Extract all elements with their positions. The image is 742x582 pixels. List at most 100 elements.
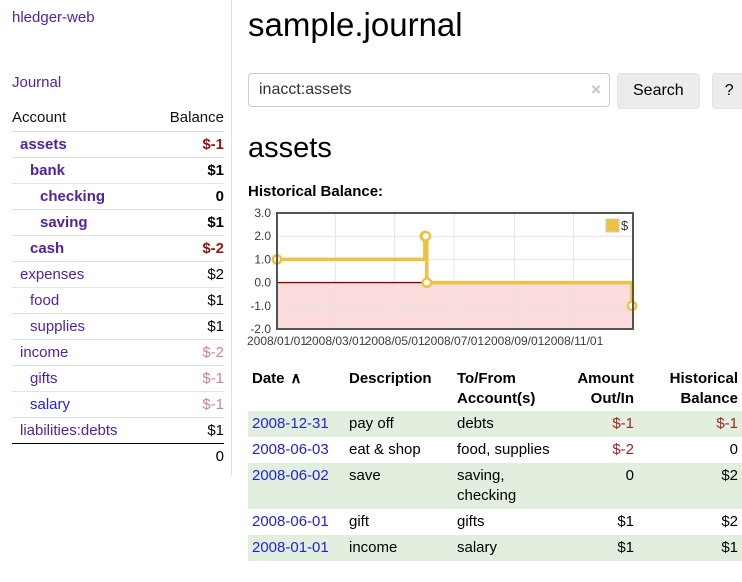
account-link[interactable]: assets bbox=[20, 136, 67, 153]
account-link[interactable]: cash bbox=[30, 240, 64, 257]
account-row: checking 0 bbox=[12, 184, 224, 210]
transaction-balance: $2 bbox=[638, 509, 742, 535]
svg-text:3.0: 3.0 bbox=[254, 206, 271, 220]
svg-text:2008/09/01: 2008/09/01 bbox=[484, 334, 544, 348]
transaction-tofrom: salary bbox=[453, 535, 563, 561]
transaction-tofrom: saving, checking bbox=[453, 463, 563, 509]
account-balance: $-1 bbox=[152, 366, 224, 392]
account-balance: $2 bbox=[152, 262, 224, 288]
transaction-date-link[interactable]: 2008-06-03 bbox=[252, 441, 329, 458]
transaction-date-link[interactable]: 2008-01-01 bbox=[252, 539, 329, 556]
transaction-date-link[interactable]: 2008-12-31 bbox=[252, 415, 329, 432]
account-link[interactable]: liabilities:debts bbox=[20, 422, 118, 439]
transaction-date-link[interactable]: 2008-06-02 bbox=[252, 467, 329, 484]
account-link[interactable]: food bbox=[30, 292, 59, 309]
account-balance: $-1 bbox=[152, 392, 224, 418]
register-header-balance: Historical Balance bbox=[638, 367, 742, 411]
account-row: income $-2 bbox=[12, 340, 224, 366]
transaction-balance: $2 bbox=[638, 463, 742, 509]
register-header-date[interactable]: Date∧ bbox=[248, 367, 345, 411]
account-balance: 0 bbox=[152, 184, 224, 210]
sidebar: hledger-web Journal Account Balance asse… bbox=[0, 0, 232, 475]
register-header-description: Description bbox=[345, 367, 453, 411]
accounts-header-account: Account bbox=[12, 105, 152, 132]
transaction-amount: $-1 bbox=[563, 411, 638, 437]
transaction-description: income bbox=[345, 535, 453, 561]
account-link[interactable]: bank bbox=[30, 162, 65, 179]
account-row: liabilities:debts $1 bbox=[12, 418, 224, 444]
transaction-tofrom: food, supplies bbox=[453, 437, 563, 463]
account-balance: $1 bbox=[152, 288, 224, 314]
transaction-amount: $-2 bbox=[563, 437, 638, 463]
transaction-row: 2008-06-02 savesaving, checking0$2 bbox=[248, 463, 742, 509]
account-link[interactable]: salary bbox=[30, 396, 70, 413]
account-row: expenses $2 bbox=[12, 262, 224, 288]
transaction-amount: $1 bbox=[563, 509, 638, 535]
account-row: supplies $1 bbox=[12, 314, 224, 340]
legend-label: $ bbox=[621, 218, 629, 233]
account-link[interactable]: gifts bbox=[30, 370, 58, 387]
svg-text:2.0: 2.0 bbox=[254, 229, 271, 243]
app-title-link[interactable]: hledger-web bbox=[12, 8, 224, 27]
transaction-description: pay off bbox=[345, 411, 453, 437]
clear-search-icon[interactable]: × bbox=[591, 81, 601, 98]
svg-text:2008/07/01: 2008/07/01 bbox=[424, 334, 484, 348]
transaction-date-cell: 2008-01-01 bbox=[248, 535, 345, 561]
legend-swatch bbox=[606, 219, 619, 232]
account-balance: $-1 bbox=[152, 132, 224, 158]
account-row: food $1 bbox=[12, 288, 224, 314]
hledger-web-app: hledger-web Journal Account Balance asse… bbox=[0, 0, 742, 582]
svg-text:2008/03/01: 2008/03/01 bbox=[305, 334, 365, 348]
account-link[interactable]: saving bbox=[40, 214, 88, 231]
accounts-header-row: Account Balance bbox=[12, 105, 224, 132]
accounts-header-balance: Balance bbox=[152, 105, 224, 132]
account-row: saving $1 bbox=[12, 210, 224, 236]
account-row: bank $1 bbox=[12, 158, 224, 184]
transaction-row: 2008-06-03eat & shopfood, supplies$-20 bbox=[248, 437, 742, 463]
account-row: assets $-1 bbox=[12, 132, 224, 158]
svg-text:2008/05/01: 2008/05/01 bbox=[365, 334, 425, 348]
transaction-description: save bbox=[345, 463, 453, 509]
sidebar-item-journal[interactable]: Journal bbox=[12, 73, 61, 92]
accounts-table-body: assets$-1bank$1checking0saving$1cash$-2e… bbox=[12, 132, 224, 444]
search-input-wrap: × bbox=[248, 73, 610, 107]
search-bar: × Search ? bbox=[248, 73, 742, 107]
search-button[interactable]: Search bbox=[617, 73, 700, 109]
register-table: Date∧ Description To/From Account(s) Amo… bbox=[248, 367, 742, 561]
accounts-total-balance: 0 bbox=[152, 444, 224, 470]
transaction-description: eat & shop bbox=[345, 437, 453, 463]
transaction-date-link[interactable]: 2008-06-01 bbox=[252, 513, 329, 530]
account-balance: $1 bbox=[152, 158, 224, 184]
transaction-date-cell: 2008-12-31 bbox=[248, 411, 345, 437]
account-balance: $1 bbox=[152, 418, 224, 444]
transaction-description: gift bbox=[345, 509, 453, 535]
transaction-row: 2008-12-31pay offdebts$-1$-1 bbox=[248, 411, 742, 437]
account-row: salary $-1 bbox=[12, 392, 224, 418]
register-header-tofrom: To/From Account(s) bbox=[453, 367, 563, 411]
account-balance: $1 bbox=[152, 210, 224, 236]
transaction-tofrom: gifts bbox=[453, 509, 563, 535]
account-heading: assets bbox=[248, 131, 742, 165]
transaction-amount: $1 bbox=[563, 535, 638, 561]
transaction-date-cell: 2008-06-01 bbox=[248, 509, 345, 535]
register-header-row: Date∧ Description To/From Account(s) Amo… bbox=[248, 367, 742, 411]
account-link[interactable]: expenses bbox=[20, 266, 84, 283]
svg-text:-1.0: -1.0 bbox=[250, 299, 271, 313]
account-link[interactable]: checking bbox=[40, 188, 105, 205]
account-balance: $-2 bbox=[152, 340, 224, 366]
account-balance: $-2 bbox=[152, 236, 224, 262]
page-title: sample.journal bbox=[248, 6, 742, 44]
account-row: cash $-2 bbox=[12, 236, 224, 262]
search-input[interactable] bbox=[248, 73, 610, 107]
register-table-body: 2008-12-31pay offdebts$-1$-12008-06-03ea… bbox=[248, 411, 742, 561]
account-balance: $1 bbox=[152, 314, 224, 340]
transaction-amount: 0 bbox=[563, 463, 638, 509]
svg-text:2008/01/01: 2008/01/01 bbox=[247, 334, 307, 348]
chart-title: Historical Balance: bbox=[248, 182, 742, 201]
account-row: gifts $-1 bbox=[12, 366, 224, 392]
transaction-balance: $-1 bbox=[638, 411, 742, 437]
account-link[interactable]: supplies bbox=[30, 318, 85, 335]
account-link[interactable]: income bbox=[20, 344, 68, 361]
transaction-tofrom: debts bbox=[453, 411, 563, 437]
help-button[interactable]: ? bbox=[712, 73, 742, 109]
